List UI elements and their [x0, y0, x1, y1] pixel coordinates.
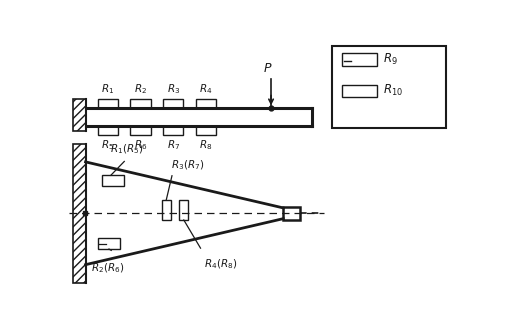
Text: $R_{10}$: $R_{10}$ [383, 83, 403, 98]
Text: $R_8$: $R_8$ [199, 138, 213, 152]
Bar [332, 46, 446, 128]
Text: $R_1(R_5)$: $R_1(R_5)$ [110, 142, 143, 156]
Text: $R_4$: $R_4$ [199, 83, 213, 96]
Text: $R_5$: $R_5$ [102, 138, 115, 152]
Bar [98, 99, 118, 108]
Bar [163, 126, 183, 135]
Bar [283, 207, 299, 220]
Bar [195, 99, 216, 108]
Bar [342, 53, 377, 66]
Text: $R_9$: $R_9$ [383, 52, 398, 67]
Text: $R_4(R_8)$: $R_4(R_8)$ [204, 257, 237, 271]
Bar [73, 99, 85, 131]
Bar [342, 84, 377, 97]
Text: $R_6$: $R_6$ [134, 138, 147, 152]
Bar [195, 126, 216, 135]
Bar [98, 126, 118, 135]
Bar [98, 238, 120, 249]
Bar [162, 200, 171, 220]
Text: $R_3$: $R_3$ [167, 83, 180, 96]
Bar [102, 175, 124, 187]
Bar [130, 126, 151, 135]
Text: $R_1$: $R_1$ [102, 83, 115, 96]
Bar [73, 144, 85, 282]
Bar [163, 99, 183, 108]
Text: $R_2$: $R_2$ [134, 83, 147, 96]
Text: $P$: $P$ [263, 62, 273, 75]
Bar [179, 200, 188, 220]
Text: $R_2(R_6)$: $R_2(R_6)$ [91, 262, 124, 275]
Text: $R_7$: $R_7$ [167, 138, 180, 152]
Text: $R_3(R_7)$: $R_3(R_7)$ [171, 159, 205, 172]
Bar [130, 99, 151, 108]
